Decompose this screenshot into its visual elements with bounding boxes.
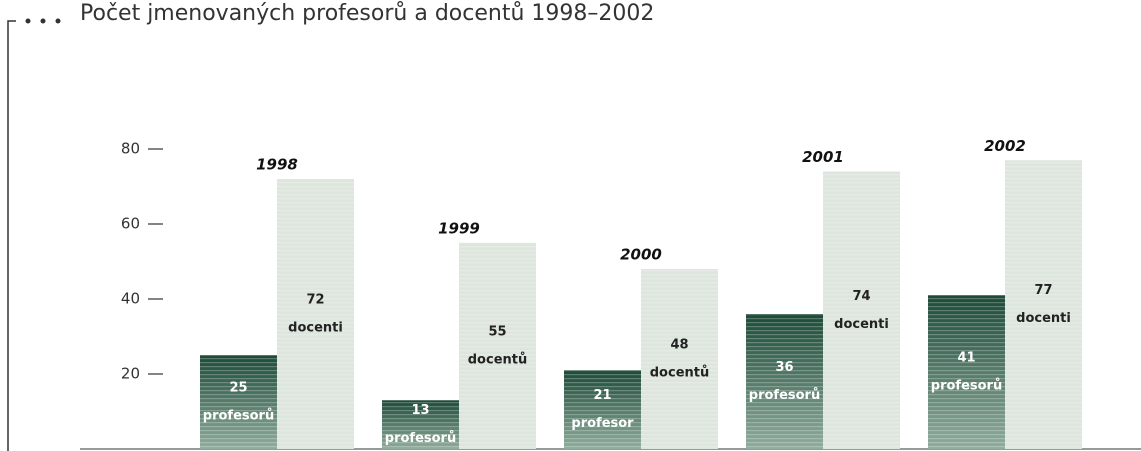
bar-texture xyxy=(641,269,718,449)
bar-texture xyxy=(928,295,1005,449)
bar-texture xyxy=(382,400,459,449)
value-label: 77 xyxy=(1034,283,1052,298)
value-label: 48 xyxy=(670,338,688,353)
category-label: 2000 xyxy=(620,246,662,264)
value-label: 25 xyxy=(229,381,247,396)
y-tick-label: 20 xyxy=(121,365,140,383)
dot xyxy=(55,18,61,24)
bar-texture xyxy=(459,242,536,449)
y-tick-label: 80 xyxy=(121,140,140,158)
value-label: 41 xyxy=(957,351,975,366)
value-label: 55 xyxy=(488,324,506,339)
category-label: 2002 xyxy=(984,137,1026,155)
bar-texture xyxy=(564,370,641,449)
value-label: 13 xyxy=(411,403,429,418)
unit-label: docentů xyxy=(468,352,527,367)
unit-label: profesorů xyxy=(203,409,274,424)
y-tick-label: 40 xyxy=(121,290,140,308)
category-label: 1999 xyxy=(438,219,480,237)
unit-label: profesor xyxy=(571,416,634,431)
dot xyxy=(25,18,31,24)
category-label: 1998 xyxy=(256,156,298,174)
value-label: 36 xyxy=(775,360,793,375)
bar-texture xyxy=(1005,160,1082,449)
unit-label: docentů xyxy=(650,366,709,381)
unit-label: profesorů xyxy=(749,388,820,403)
bar-texture xyxy=(277,179,354,449)
bar-texture xyxy=(746,314,823,449)
dot xyxy=(40,18,46,24)
category-label: 2001 xyxy=(802,148,844,166)
bar-texture xyxy=(200,355,277,449)
unit-label: docenti xyxy=(288,321,343,336)
chart-title: Počet jmenovaných profesorů a docentů 19… xyxy=(80,1,654,26)
value-label: 72 xyxy=(306,293,324,308)
value-label: 74 xyxy=(852,289,870,304)
y-tick-label: 60 xyxy=(121,215,140,233)
bar-texture xyxy=(823,171,900,449)
value-label: 21 xyxy=(593,388,611,403)
unit-label: profesorů xyxy=(931,379,1002,394)
unit-label: docenti xyxy=(834,317,889,332)
unit-label: docenti xyxy=(1016,311,1071,326)
bracket xyxy=(7,20,16,451)
unit-label: profesorů xyxy=(385,431,456,446)
